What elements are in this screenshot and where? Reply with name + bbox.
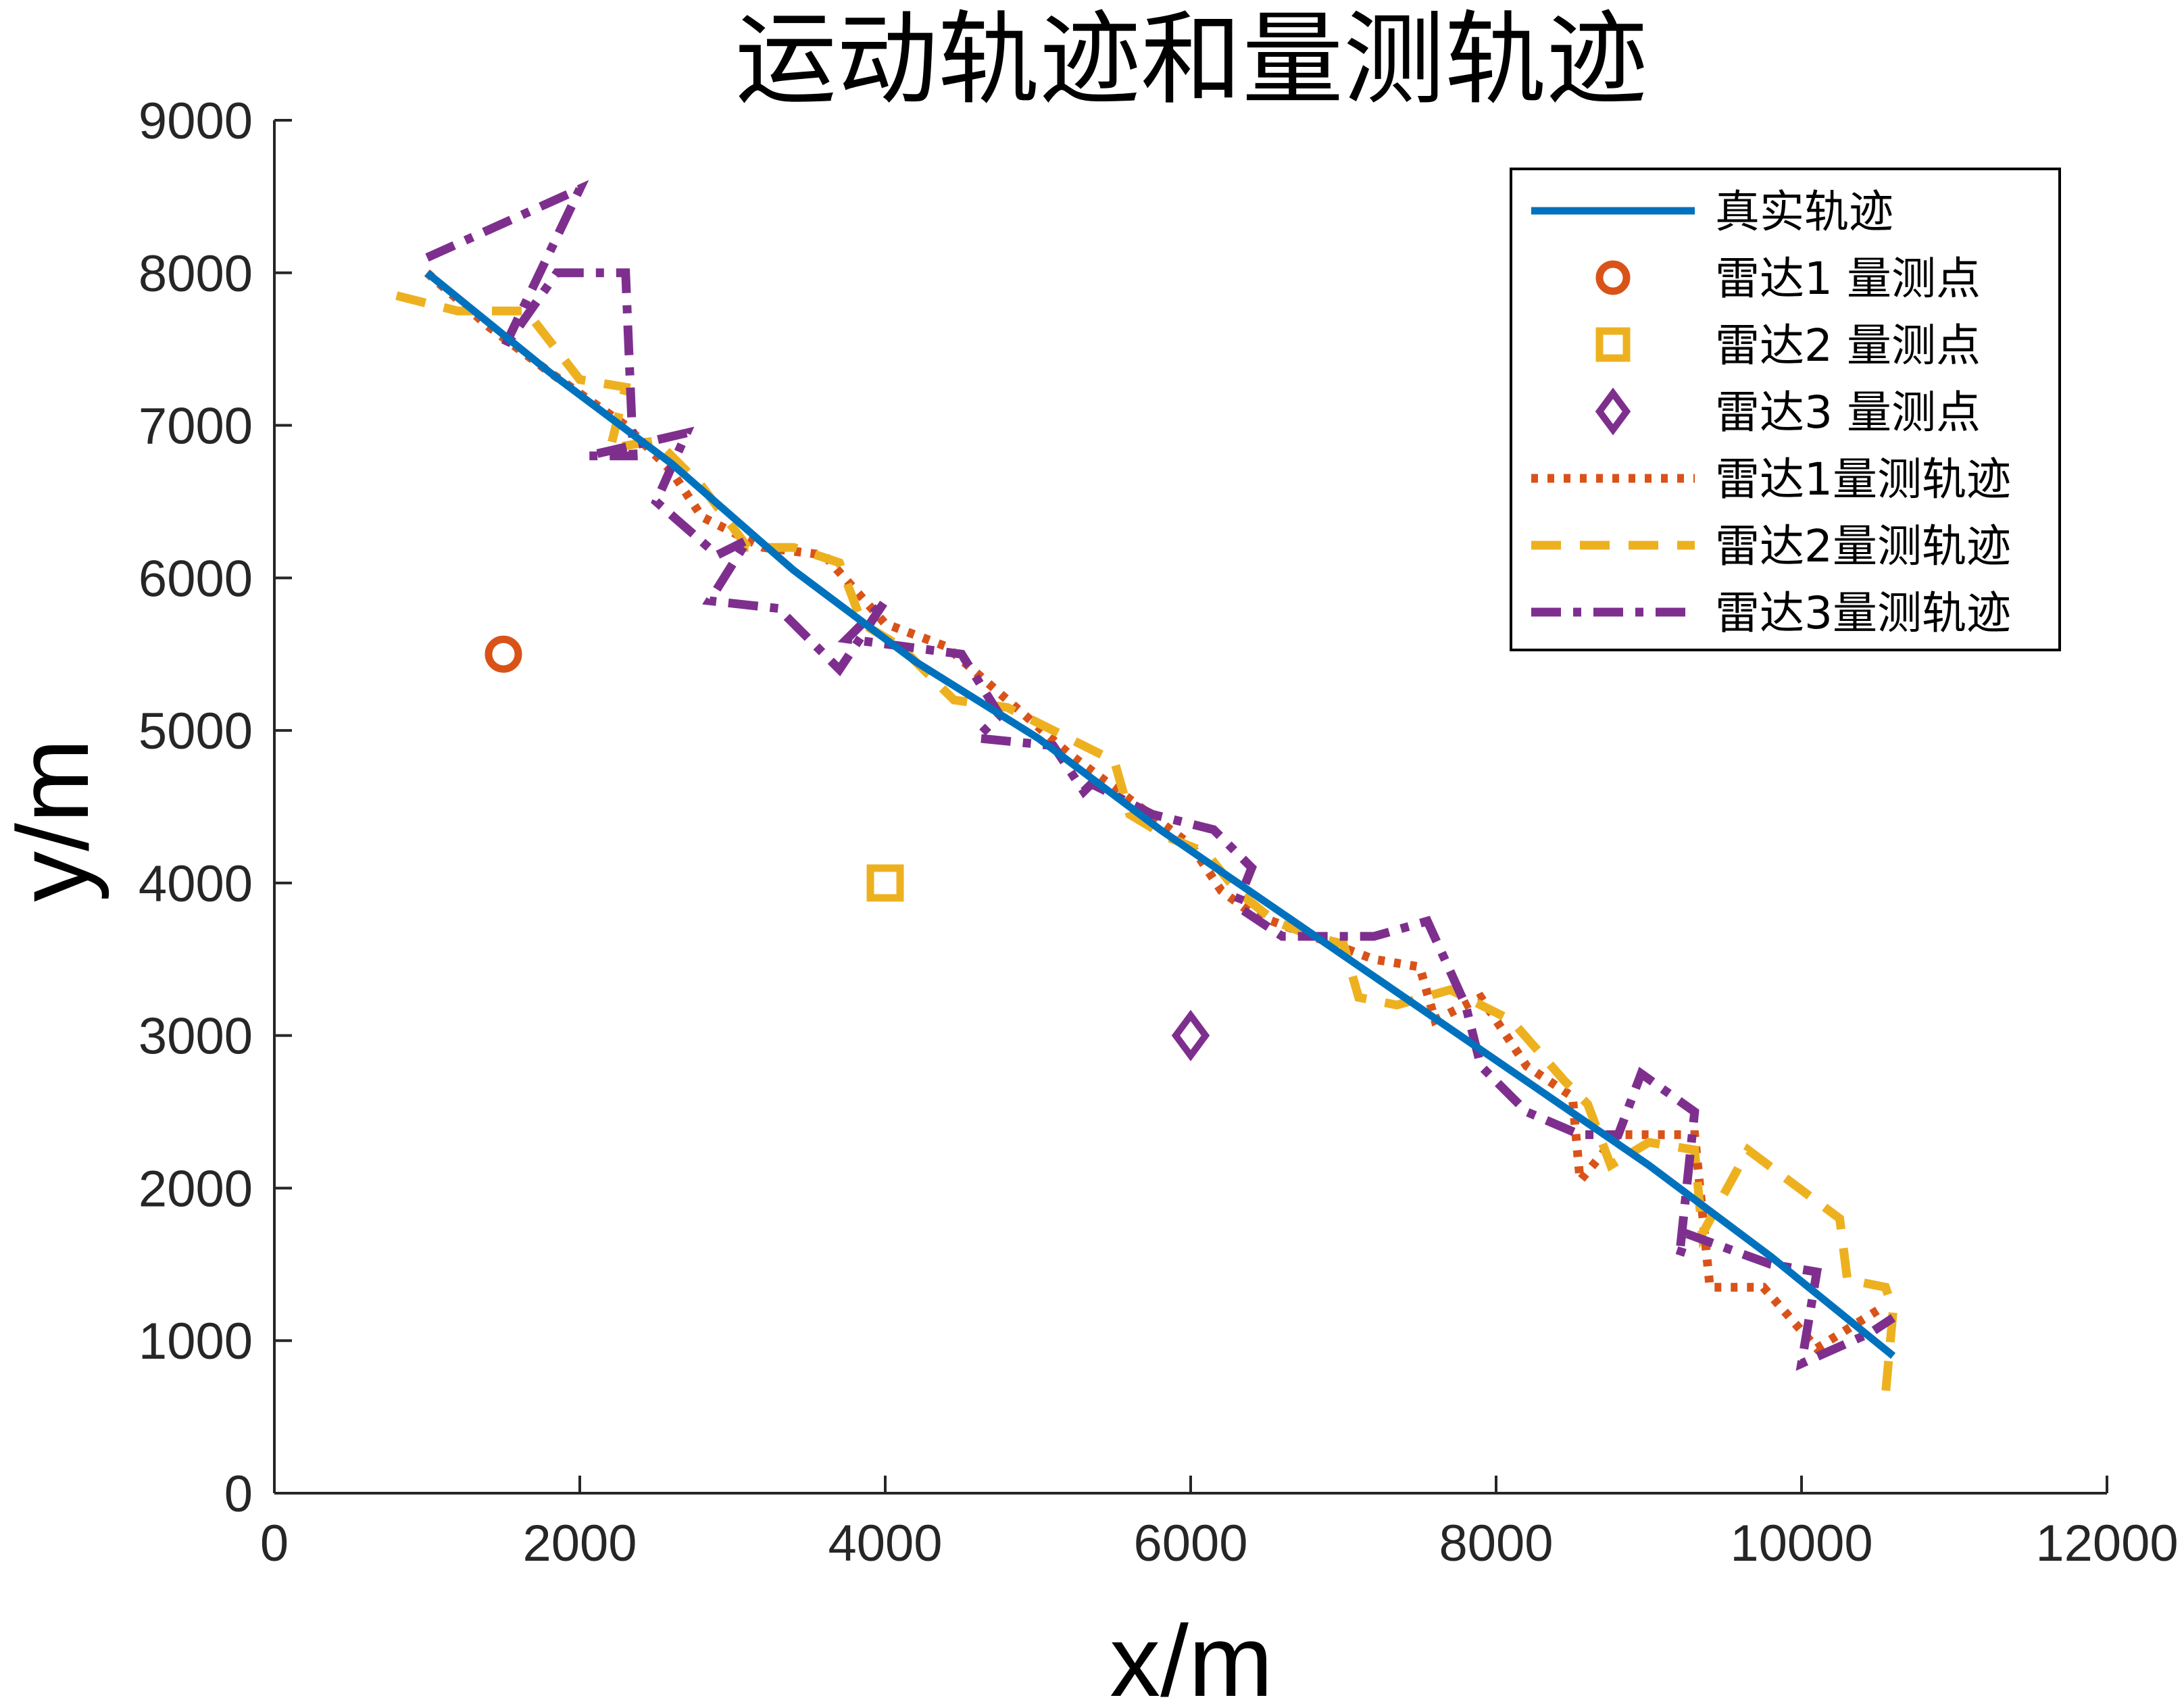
y-tick-label: 4000	[139, 855, 253, 913]
x-tick-label: 10000	[1730, 1515, 1872, 1572]
y-tick-label: 3000	[139, 1008, 253, 1065]
series-line-0	[424, 270, 1896, 1359]
x-axis-label: x/m	[1110, 1604, 1273, 1706]
legend-label: 雷达1 量测点	[1715, 253, 1981, 305]
chart-title: 运动轨迹和量测轨迹	[735, 1, 1647, 119]
data-point-square	[866, 864, 904, 902]
legend-label: 雷达3 量测点	[1715, 386, 1981, 438]
axes: 0 2000 4000 6000 8000 10000 12000 0 1000 2000 3000…	[139, 93, 2179, 1572]
series-line-6	[425, 180, 1896, 1371]
legend-marker-square	[1595, 327, 1631, 362]
data-point-diamond	[1171, 1009, 1210, 1061]
x-tick-label: 4000	[828, 1515, 942, 1572]
y-tick-label: 9000	[139, 93, 253, 150]
x-tick-label: 8000	[1439, 1515, 1553, 1572]
y-tick-label: 2000	[139, 1160, 253, 1218]
y-tick-label: 0	[224, 1465, 253, 1523]
y-tick-label: 1000	[139, 1313, 253, 1370]
x-tick-label: 6000	[1133, 1515, 1247, 1572]
y-tick-label: 7000	[139, 398, 253, 455]
legend-marker-circle	[1595, 260, 1631, 295]
plot-area	[395, 180, 1898, 1395]
y-tick-label: 6000	[139, 550, 253, 607]
legend-label: 雷达2 量测点	[1715, 320, 1981, 372]
legend-label: 雷达1量测轨迹	[1715, 453, 2011, 505]
x-tick-label: 2000	[522, 1515, 637, 1572]
legend-label: 真实轨迹	[1715, 186, 1893, 238]
x-tick-label: 12000	[2035, 1515, 2178, 1572]
legend-marker-diamond	[1595, 387, 1631, 436]
x-tick-label: 0	[260, 1515, 289, 1572]
y-tick-label: 8000	[139, 245, 253, 303]
legend-label: 雷达3量测轨迹	[1715, 587, 2011, 639]
data-point-circle	[485, 635, 522, 673]
y-tick-label: 5000	[139, 703, 253, 760]
legend-label: 雷达2量测轨迹	[1715, 520, 2011, 572]
series-line-4	[424, 269, 1881, 1354]
y-axis-label: y/m	[0, 738, 109, 902]
